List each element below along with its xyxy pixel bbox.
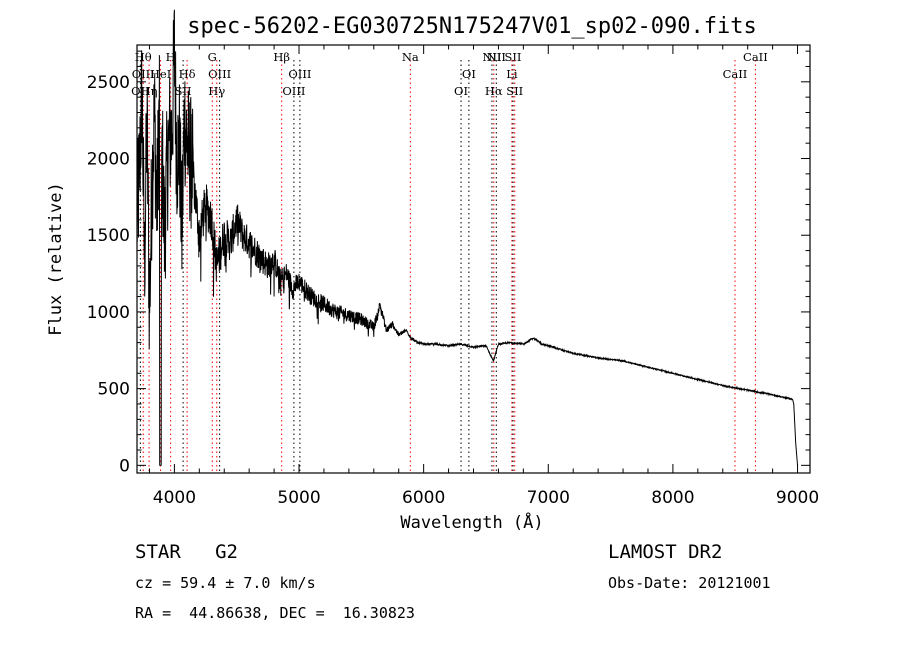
spectral-line-label: OIII — [282, 84, 305, 98]
spectral-line-label: OI — [454, 84, 468, 98]
y-tick-label: 1000 — [87, 303, 130, 323]
spectrum-line — [136, 9, 798, 466]
y-tick-label: 2500 — [87, 73, 130, 93]
spectral-line-label: SII — [506, 84, 523, 98]
y-axis-label: Flux (relative) — [46, 182, 66, 336]
spectral-line-label: HeI — [150, 67, 171, 81]
spectral-line-label: CaII — [743, 50, 768, 64]
spectral-line-label: OI — [462, 67, 476, 81]
spectral-line-label: OIII — [208, 67, 231, 81]
classification-text: STAR G2 — [135, 541, 238, 563]
y-tick-label: 500 — [98, 380, 130, 400]
x-tick-label: 7000 — [527, 488, 570, 508]
plot-frame — [136, 44, 811, 474]
spectral-line-label: SII — [505, 50, 522, 64]
spectral-line-label: Na — [402, 50, 419, 64]
obs-date-text: Obs-Date: 20121001 — [608, 574, 771, 592]
spectral-line-label: Li — [506, 67, 518, 81]
axes: 4000 5000 6000 7000 8000 9000 0 500 1000 1500 2000… — [87, 45, 819, 508]
spectral-line-marks: OIIHθOIIIHηHeIHSIIHδGHγOIIIHβOIIIOIIINaO… — [131, 50, 768, 473]
redshift-text: cz = 59.4 ± 7.0 km/s — [135, 574, 316, 592]
y-tick-label: 1500 — [87, 226, 130, 246]
x-axis-label: Wavelength (Å) — [400, 511, 543, 533]
spectral-line-label: H — [166, 50, 176, 64]
spectral-line-label: OII — [131, 84, 150, 98]
y-tick-label: 2000 — [87, 150, 130, 170]
spectral-line-label: G — [208, 50, 217, 64]
spectral-line-label: Hθ — [135, 50, 152, 64]
coordinates-text: RA = 44.86638, DEC = 16.30823 — [135, 604, 415, 622]
x-tick-label: 6000 — [402, 488, 445, 508]
spectral-line-label: CaII — [723, 67, 748, 81]
x-tick-label: 5000 — [277, 488, 320, 508]
spectral-line-label: Hα — [485, 84, 503, 98]
spectral-line-label: OIII — [288, 67, 311, 81]
y-tick-label: 0 — [119, 456, 130, 476]
survey-label: LAMOST DR2 — [608, 541, 723, 563]
x-tick-label: 4000 — [153, 488, 196, 508]
chart-title: spec-56202-EG030725N175247V01_sp02-090.f… — [187, 14, 757, 39]
spectral-line-label: Hβ — [273, 50, 290, 64]
spectral-line-label: Hδ — [179, 67, 196, 81]
x-tick-label: 8000 — [651, 488, 694, 508]
spectral-line-label: NII — [487, 50, 506, 64]
spectral-line-label: Hγ — [208, 84, 225, 98]
x-tick-label: 9000 — [776, 488, 819, 508]
